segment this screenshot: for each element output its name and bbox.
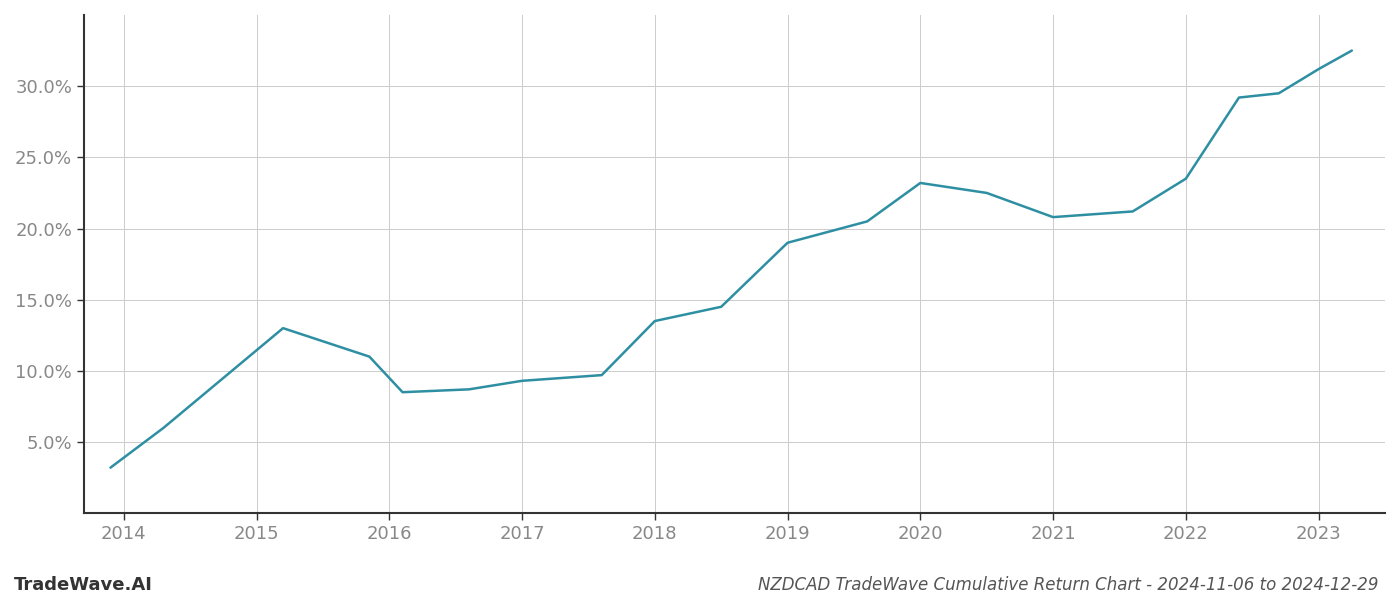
Text: NZDCAD TradeWave Cumulative Return Chart - 2024-11-06 to 2024-12-29: NZDCAD TradeWave Cumulative Return Chart… xyxy=(759,576,1379,594)
Text: TradeWave.AI: TradeWave.AI xyxy=(14,576,153,594)
